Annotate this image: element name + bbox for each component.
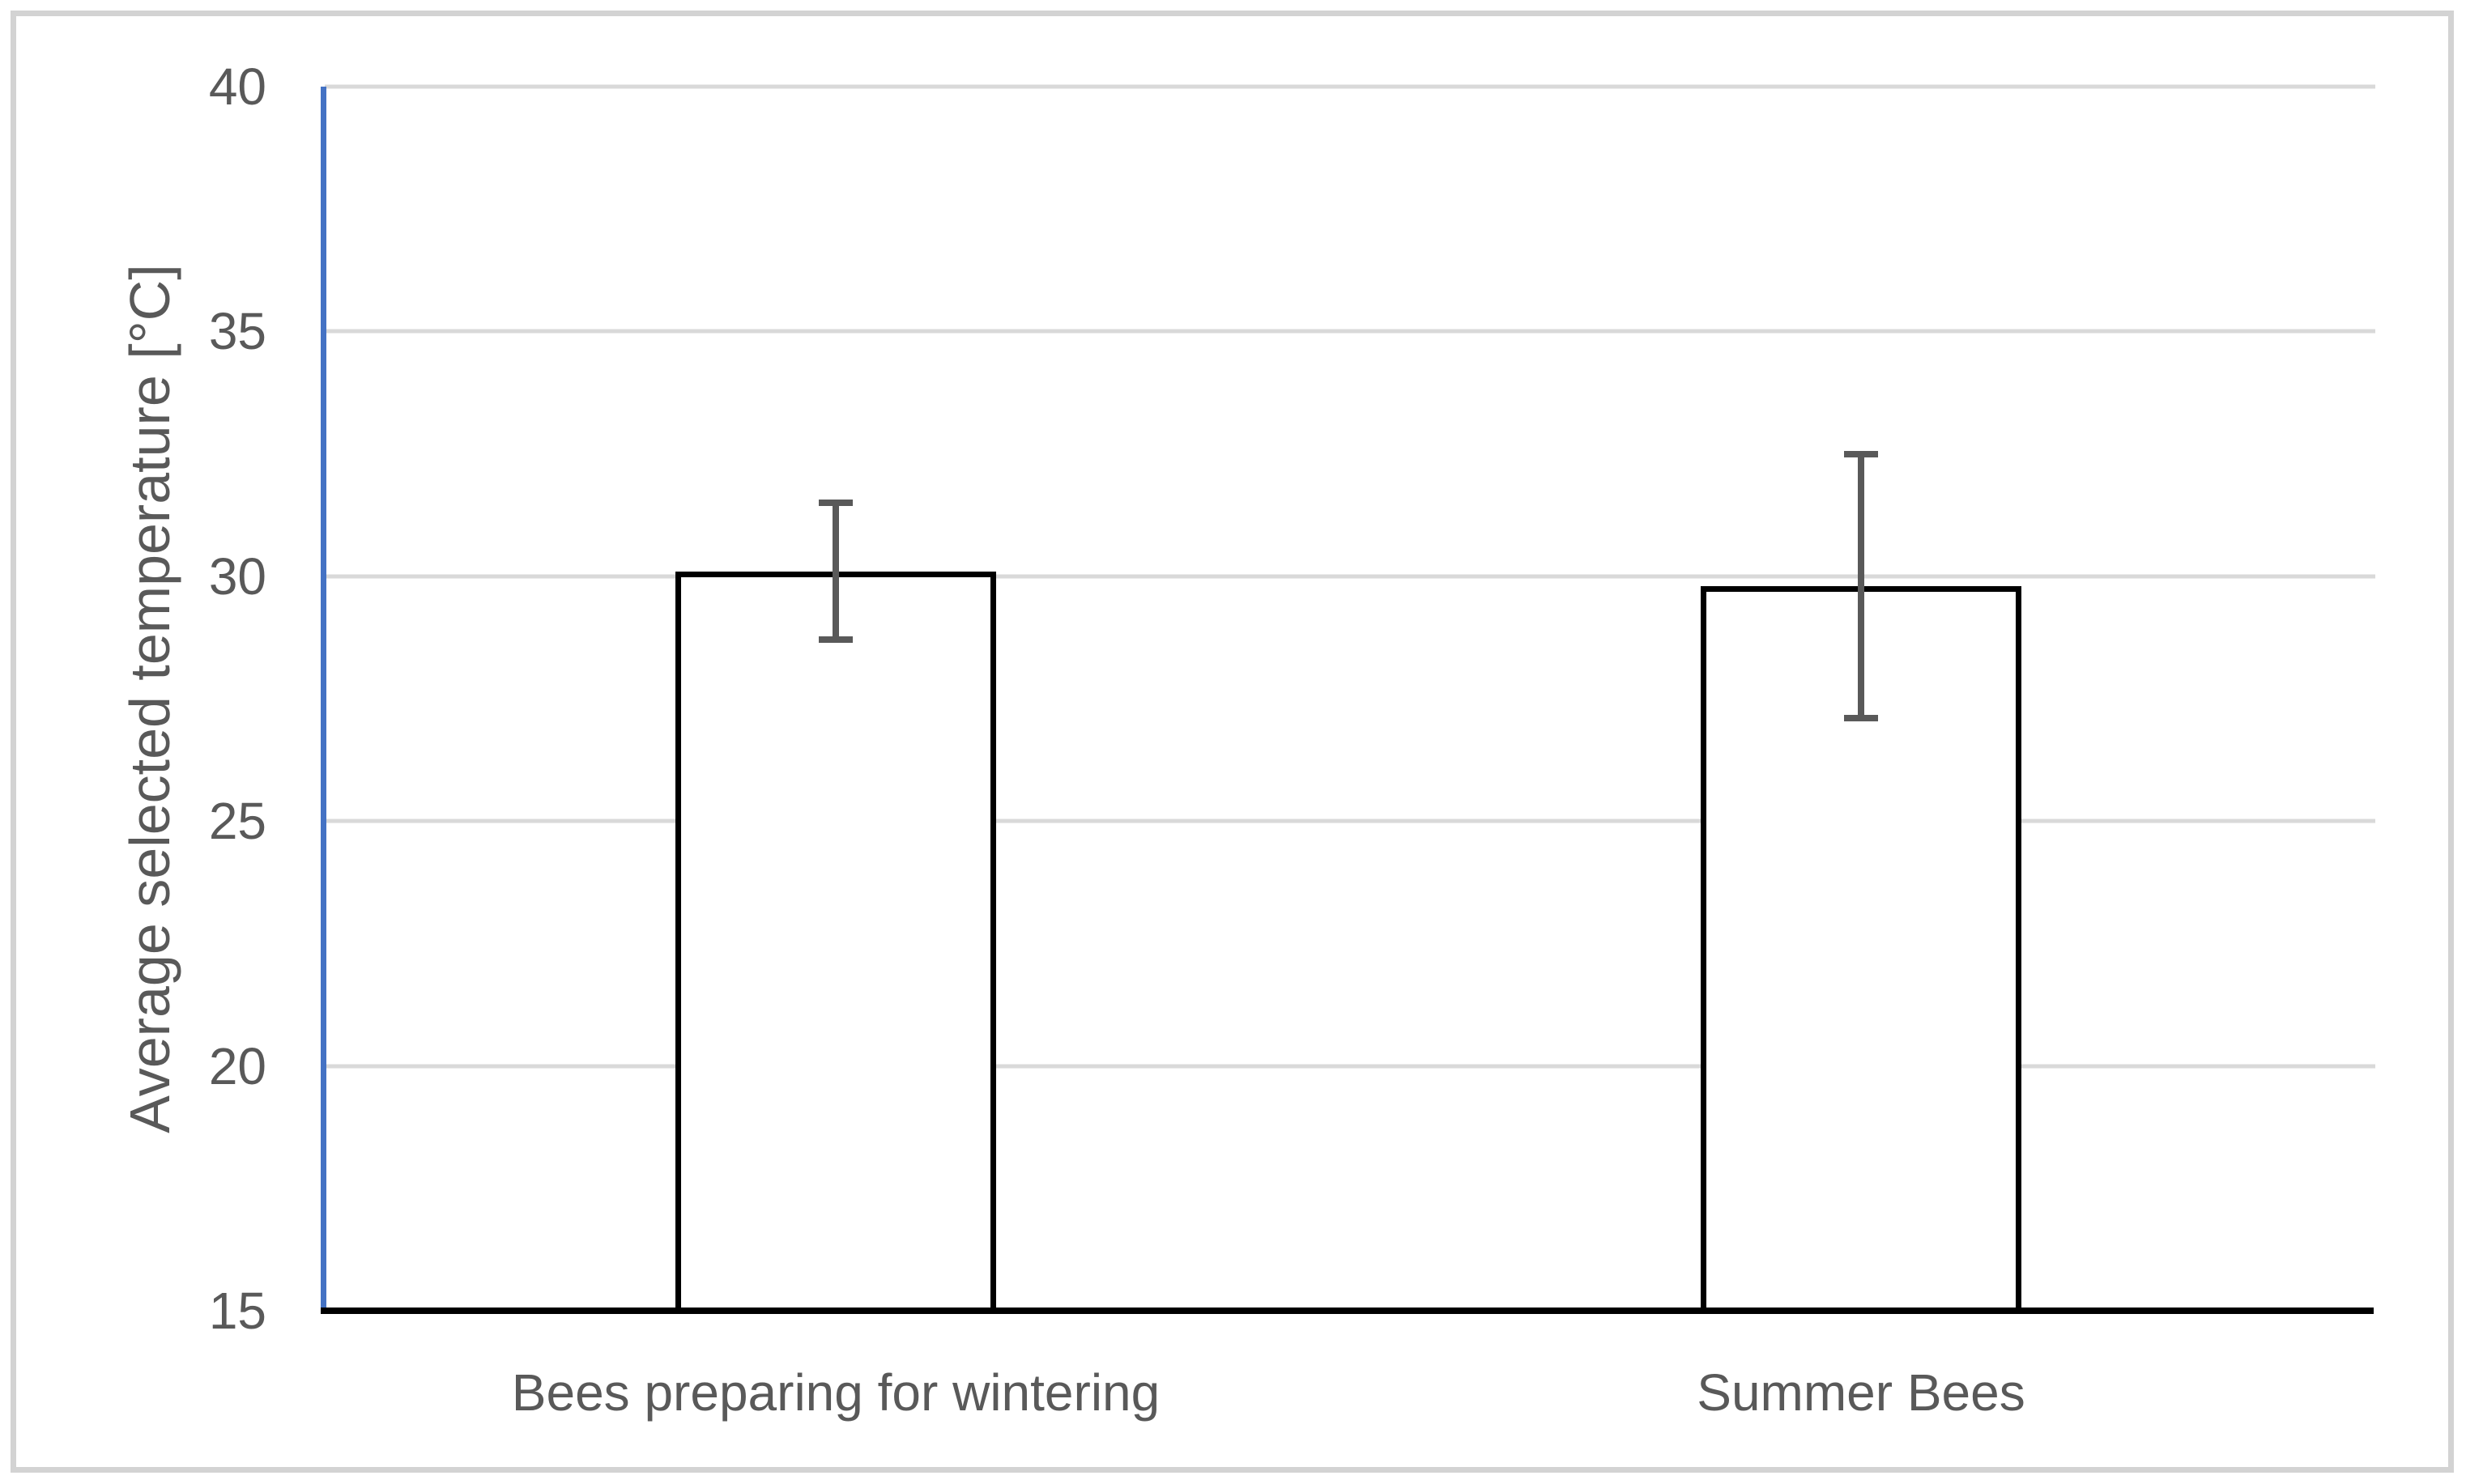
- plot-area: 15 20 25 30 35 40 Bees preparing for wintering…: [209, 61, 2375, 1421]
- bar-1: [675, 571, 996, 1311]
- gridline-25: [325, 819, 2375, 823]
- y-tick-label-15: 15: [208, 1282, 266, 1340]
- error-bar-line-2: [1858, 453, 1864, 719]
- error-bar-line-1: [833, 503, 839, 640]
- y-tick-label-40: 40: [208, 57, 266, 116]
- y-tick-label-25: 25: [208, 792, 266, 851]
- error-bar-cap-top-2: [1844, 450, 1878, 457]
- y-tick-label-30: 30: [208, 546, 266, 606]
- x-axis-line: [321, 1308, 2374, 1314]
- gridline-40: [325, 84, 2375, 89]
- y-axis-line: [321, 87, 326, 1314]
- category-label-1: Bees preparing for wintering: [511, 1363, 1161, 1422]
- error-bar-cap-bottom-2: [1844, 715, 1878, 722]
- error-bar-cap-top-1: [819, 500, 853, 507]
- error-bar-cap-bottom-1: [819, 636, 853, 644]
- category-label-2: Summer Bees: [1697, 1363, 2025, 1422]
- y-tick-label-20: 20: [208, 1036, 266, 1095]
- y-axis-title: Average selected temperature [°C]: [118, 264, 181, 1133]
- gridline-20: [325, 1064, 2375, 1069]
- y-tick-label-35: 35: [208, 302, 266, 361]
- gridline-35: [325, 329, 2375, 334]
- gridline-30: [325, 574, 2375, 579]
